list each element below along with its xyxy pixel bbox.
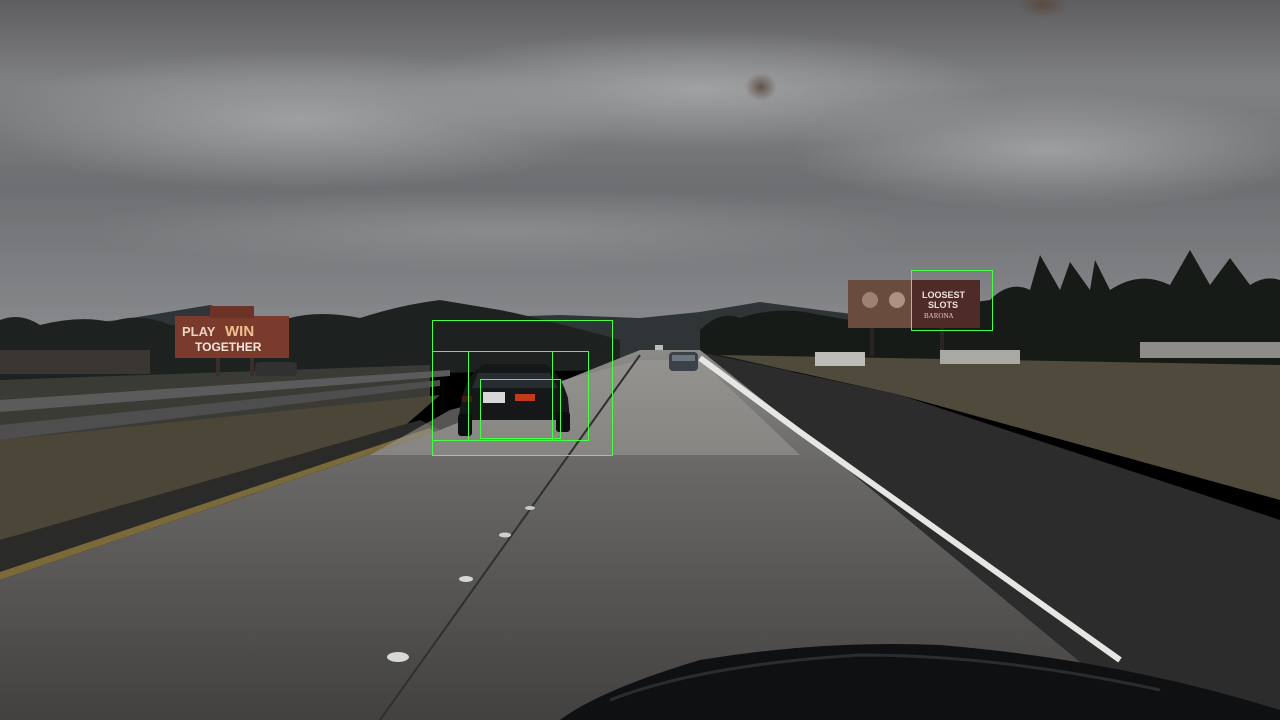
car-ahead-center-lane (669, 352, 698, 371)
billboard-play-together: PLAY WIN TOGETHER (175, 306, 289, 376)
distant-car-left-road (255, 362, 297, 376)
billboard-right-line1: LOOSEST (922, 290, 966, 300)
billboard-right-line2: SLOTS (928, 300, 958, 310)
black-sedan (458, 364, 570, 436)
windshield-smudge (745, 73, 777, 101)
billboard-left-line1: PLAY (182, 324, 216, 339)
billboard-left-brand: WIN (225, 323, 254, 340)
highway-lanes (0, 350, 1150, 720)
billboard-loosest-slots: LOOSEST SLOTS BARONA (848, 280, 980, 356)
windshield-smudge-top (1017, 0, 1069, 18)
ego-vehicle-hood (560, 644, 1280, 720)
billboard-right-line3: BARONA (924, 312, 954, 320)
billboard-left-line2: TOGETHER (195, 340, 262, 354)
